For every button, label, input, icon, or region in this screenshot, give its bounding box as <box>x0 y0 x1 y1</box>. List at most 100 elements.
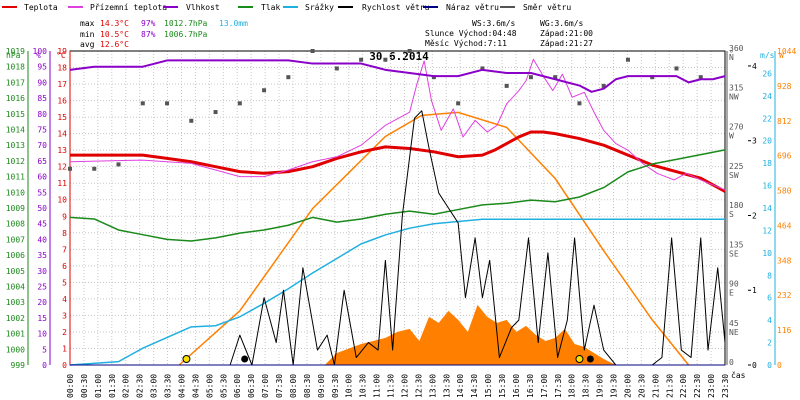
legend-item-tlak: Tlak <box>238 3 280 12</box>
x-tick-label: 06:30 <box>247 374 256 398</box>
x-tick-label: 00:00 <box>66 374 75 398</box>
axis-hpa-tick-label: 1010 <box>6 188 25 197</box>
x-tick-label: 02:00 <box>122 374 131 398</box>
axis-hpa-tick-label: 1008 <box>6 220 25 229</box>
x-tick-label: 20:00 <box>623 374 632 398</box>
axis-mm-tick-label: 6 <box>767 294 772 303</box>
legend-label: Náraz větru <box>446 3 499 12</box>
stats-avg-temp: 12.6°C <box>100 40 129 49</box>
x-tick-label: 02:30 <box>136 374 145 398</box>
x-tick-label: 12:00 <box>400 374 409 398</box>
x-tick-label: 04:00 <box>177 374 186 398</box>
axis-degc-tick-label: 12 <box>57 163 67 172</box>
axis-ms-tick-label: 4 <box>752 62 757 71</box>
series-line-hum <box>69 59 726 93</box>
axis-dir-tick-label: NE <box>729 328 739 337</box>
axis-degc-tick-label: 11 <box>57 179 67 188</box>
moonset-info: Západ:21:27 <box>540 39 593 48</box>
axis-mm-tick-label: 20 <box>762 137 772 146</box>
x-tick-label: 10:30 <box>359 374 368 398</box>
axis-hpa-tick-label: 1006 <box>6 251 25 260</box>
axis-pct-tick-label: 15 <box>37 314 47 323</box>
x-tick-label: 08:00 <box>289 374 298 398</box>
legend-item-smer-vetru: Směr větru <box>500 3 571 12</box>
x-tick-label: 23:00 <box>707 374 716 398</box>
x-tick-label: 09:00 <box>317 374 326 398</box>
axis-ms-tick-label: 0 <box>752 361 757 370</box>
axis-dir-tick-label: SW <box>729 171 739 180</box>
axis-ms-tick-label: 1 <box>752 286 757 295</box>
wind-gust-info: WG:3.6m/s <box>540 19 584 28</box>
stats-min-press: 1006.7hPa <box>164 30 208 39</box>
wind-dir-mark <box>407 49 412 53</box>
x-tick-label: 21:00 <box>651 374 660 398</box>
axis-mm-tick-label: 4 <box>767 316 772 325</box>
axis-pct-tick-label: 50 <box>37 204 47 213</box>
x-tick-label: 23:30 <box>721 374 730 398</box>
wind-dir-mark <box>480 66 485 71</box>
axis-w-tick-label: 812 <box>777 117 792 126</box>
series-line-rain <box>69 218 725 366</box>
axis-mm-tick-label: 2 <box>767 339 772 348</box>
wind-dir-mark <box>650 75 655 80</box>
wind-speed-info: WS:3.6m/s <box>472 19 516 28</box>
stats-avg-label: avg <box>80 40 95 49</box>
legend-label: Rychlost větru <box>362 3 430 12</box>
axis-dir-tick-label: SE <box>729 249 739 258</box>
axis-pct-tick-label: 95 <box>37 63 47 72</box>
axis-pct-tick-label: 90 <box>37 78 47 87</box>
axis-mm-tick-label: 26 <box>762 69 772 78</box>
x-tick-label: 10:00 <box>345 374 354 398</box>
axis-pct-tick-label: 100 <box>33 47 48 56</box>
wind-dir-mark <box>116 162 121 167</box>
axis-hpa-tick-label: 1002 <box>6 314 25 323</box>
legend-item-prizemni-teplota: Přízemní teplota <box>68 3 167 12</box>
chart-title: 30.6.2014 <box>369 50 429 63</box>
wind-dir-mark <box>92 166 97 171</box>
axis-degc-tick-label: 6 <box>62 262 67 271</box>
axis-mm-tick-label: 16 <box>762 182 772 191</box>
stats-min-label: min <box>80 30 95 39</box>
axis-degc-tick-label: 14 <box>57 130 67 139</box>
axis-degc-tick-label: 1 <box>62 344 67 353</box>
axis-hpa-tick-label: 999 <box>11 361 26 370</box>
axis-degc-tick-label: 7 <box>62 245 67 254</box>
axis-dir-tick-label: E <box>729 289 734 298</box>
axis-dir-tick-label: 45 <box>729 319 739 328</box>
wind-dir-mark <box>286 75 291 80</box>
stats-min-hum: 87% <box>141 30 156 39</box>
x-tick-label: 12:30 <box>414 374 423 398</box>
axis-dir-tick-label: W <box>729 132 734 141</box>
axis-dir-tick-label: 270 <box>729 123 744 132</box>
axis-dir-tick-label: 90 <box>729 280 739 289</box>
x-tick-label: 18:30 <box>582 374 591 398</box>
axis-hpa-tick-label: 1016 <box>6 94 25 103</box>
axis-degc-tick-label: 13 <box>57 146 67 155</box>
sunrise-info: Slunce Východ:04:48 <box>425 29 517 38</box>
stats-block: max 14.3°C 97% 1012.7hPa 13.0mm min 10.5… <box>80 19 248 49</box>
wind-dir-mark <box>383 57 388 62</box>
axis-mm-tick-label: 12 <box>762 226 772 235</box>
axis-hpa-tick-label: 1013 <box>6 141 25 150</box>
series-line-press <box>69 149 726 242</box>
axis-mm-tick-label: 24 <box>762 92 772 101</box>
x-tick-label: 20:30 <box>637 374 646 398</box>
legend: Teplota Přízemní teplota Vlhkost Tlak Sr… <box>2 3 571 12</box>
series-line-ground <box>69 58 726 191</box>
stats-max-temp: 14.3°C <box>100 19 129 28</box>
axis-mm-tick-label: 18 <box>762 159 772 168</box>
solar-fill-area <box>324 304 616 365</box>
axis-dir-tick-label: 135 <box>729 240 744 249</box>
wind-dir-mark <box>68 166 72 171</box>
axis-unit-pct: % <box>36 51 41 60</box>
stats-max-label: max <box>80 19 95 28</box>
axis-hpa-tick-label: 1012 <box>6 157 25 166</box>
axis-degc-tick-label: 15 <box>57 113 67 122</box>
axis-pct-tick-label: 60 <box>37 173 47 182</box>
x-tick-label: 16:30 <box>526 374 535 398</box>
axis-dir-tick-label: S <box>729 210 734 219</box>
axis-hpa-tick-label: 1015 <box>6 110 25 119</box>
axis-unit-dir: ° <box>729 49 734 58</box>
axis-unit-degc: °C <box>56 51 66 60</box>
axis-dir-tick-label: 315 <box>729 83 744 92</box>
